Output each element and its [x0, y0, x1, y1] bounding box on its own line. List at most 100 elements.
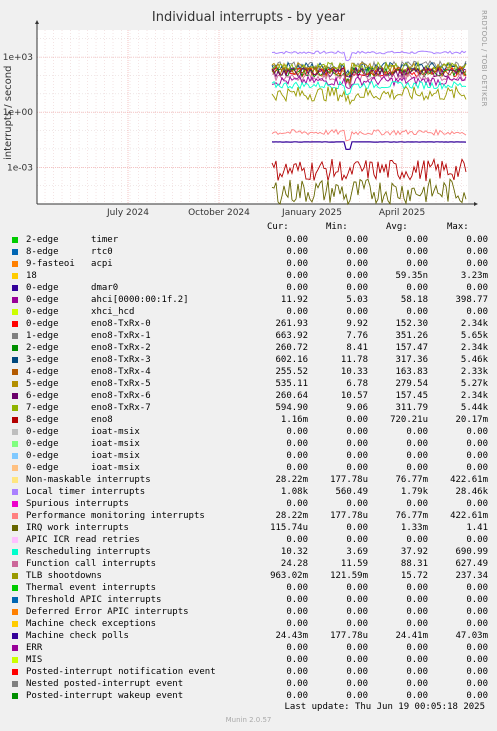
legend-avg: 163.83 [395, 367, 428, 377]
legend-row: Thermal event interrupts 0.00 0.00 0.00 0.00 [12, 582, 488, 594]
legend-row: Posted-interrupt wakeup event 0.00 0.00 0.0… [12, 690, 488, 702]
chart-title: Individual interrupts - by year [151, 10, 346, 25]
legend-row: 0-edge ioat-msix 0.00 0.00 0.00 0.00 [12, 426, 488, 438]
series-rescheduling [271, 80, 467, 95]
legend-label: TLB shootdowns [26, 571, 102, 581]
legend-avg: 0.00 [406, 427, 428, 437]
legend-row: TLB shootdowns 963.02m 121.59m 15.72 237.34 [12, 570, 488, 582]
legend-max: 47.03m [455, 631, 488, 641]
legend-cur: 1.16m [280, 415, 308, 425]
legend-label: 1-edge eno8-TxRx-1 [26, 331, 151, 341]
legend-cur: 260.64 [275, 391, 308, 401]
legend-avg: 15.72 [400, 571, 428, 581]
legend-label: Posted-interrupt notification event [26, 667, 216, 677]
legend-min: 0.00 [346, 523, 368, 533]
legend-min: 0.00 [346, 259, 368, 269]
legend-row: Spurious interrupts 0.00 0.00 0.00 0.00 [12, 498, 488, 510]
legend-swatch [12, 513, 18, 519]
legend-max: 690.99 [455, 547, 488, 557]
legend-min: 0.00 [346, 415, 368, 425]
legend-min: 0.00 [346, 427, 368, 437]
legend-max: 20.17m [455, 415, 488, 425]
legend-label: 0-edge dmar0 [26, 283, 119, 293]
legend-avg: 0.00 [406, 607, 428, 617]
legend-max: 2.34k [460, 343, 488, 353]
legend-min: 177.78u [330, 631, 368, 641]
x-tick-label: April 2025 [379, 208, 425, 218]
x-tick-label: July 2024 [106, 208, 149, 218]
legend-label: Deferred Error APIC interrupts [26, 607, 189, 617]
legend-avg: 0.00 [406, 691, 428, 701]
legend-header-cur: Cur: [267, 222, 289, 232]
legend-max: 28.46k [455, 487, 488, 497]
legend-header-min: Min: [326, 222, 348, 232]
legend-avg: 152.30 [395, 319, 428, 329]
legend-min: 0.00 [346, 619, 368, 629]
legend-row: APIC ICR read retries 0.00 0.00 0.00 0.00 [12, 534, 488, 546]
rrdtool-credit: RRDTOOL / TOBI OETIKER [480, 10, 488, 107]
legend-swatch [12, 453, 18, 459]
legend-cur: 0.00 [286, 607, 308, 617]
series-local-timer [271, 50, 467, 62]
legend-min: 0.00 [346, 583, 368, 593]
legend-swatch [12, 465, 18, 471]
legend-swatch [12, 405, 18, 411]
legend-row: Deferred Error APIC interrupts 0.00 0.00 0.… [12, 606, 488, 618]
legend-max: 0.00 [466, 607, 488, 617]
legend-row: 5-edge eno8-TxRx-5 535.11 6.78 279.54 5.27k [12, 378, 488, 390]
legend-min: 0.00 [346, 283, 368, 293]
legend-avg: 279.54 [395, 379, 428, 389]
legend-label: Machine check exceptions [26, 619, 157, 629]
legend-avg: 0.00 [406, 499, 428, 509]
legend-avg: 0.00 [406, 247, 428, 257]
legend-cur: 0.00 [286, 595, 308, 605]
legend-label: 6-edge eno8-TxRx-6 [26, 391, 151, 401]
legend-row: 0-edge ioat-msix 0.00 0.00 0.00 0.00 [12, 462, 488, 474]
legend-cur: 0.00 [286, 283, 308, 293]
legend-cur: 0.00 [286, 655, 308, 665]
legend-max: 0.00 [466, 499, 488, 509]
legend-row: 0-edge xhci_hcd 0.00 0.00 0.00 0.00 [12, 306, 488, 318]
legend-swatch [12, 369, 18, 375]
legend-max: 0.00 [466, 283, 488, 293]
legend-cur: 963.02m [270, 571, 308, 581]
legend-avg: 0.00 [406, 655, 428, 665]
legend-max: 3.23m [460, 271, 488, 281]
legend-min: 0.00 [346, 247, 368, 257]
legend-cur: 0.00 [286, 667, 308, 677]
legend-max: 0.00 [466, 247, 488, 257]
legend-max: 2.34k [460, 319, 488, 329]
legend-cur: 24.28 [280, 559, 308, 569]
legend-cur: 24.43m [275, 631, 308, 641]
series-ahci [271, 75, 467, 89]
legend-row: 0-edge eno8-TxRx-0 261.93 9.92 152.30 2.34k [12, 318, 488, 330]
legend-cur: 0.00 [286, 643, 308, 653]
legend-min: 177.78u [330, 475, 368, 485]
legend-row: 0-edge ioat-msix 0.00 0.00 0.00 0.00 [12, 450, 488, 462]
legend-min: 0.00 [346, 535, 368, 545]
legend-row: Non-maskable interrupts 28.22m 177.78u 76.7… [12, 474, 488, 486]
legend-swatch [12, 429, 18, 435]
legend-label: 7-edge eno8-TxRx-7 [26, 403, 151, 413]
legend-swatch [12, 609, 18, 615]
legend-cur: 594.90 [275, 403, 308, 413]
legend-max: 0.00 [466, 583, 488, 593]
legend-cur: 0.00 [286, 679, 308, 689]
series-eno8-txrx-5 [271, 61, 467, 78]
legend-label: Thermal event interrupts [26, 583, 157, 593]
legend-avg: 157.47 [395, 343, 428, 353]
legend-label: Machine check polls [26, 631, 129, 641]
legend-row: 8-edge eno8 1.16m 0.00 720.21u 20.17m [12, 414, 488, 426]
legend-max: 5.44k [460, 403, 488, 413]
legend-max: 0.00 [466, 655, 488, 665]
legend-max: 0.00 [466, 427, 488, 437]
legend-swatch [12, 537, 18, 543]
legend-cur: 0.00 [286, 259, 308, 269]
legend-max: 0.00 [466, 235, 488, 245]
legend-swatch [12, 273, 18, 279]
legend-swatch [12, 441, 18, 447]
legend-cur: 535.11 [275, 379, 308, 389]
legend-avg: 37.92 [400, 547, 428, 557]
legend-swatch [12, 261, 18, 267]
legend-swatch [12, 549, 18, 555]
